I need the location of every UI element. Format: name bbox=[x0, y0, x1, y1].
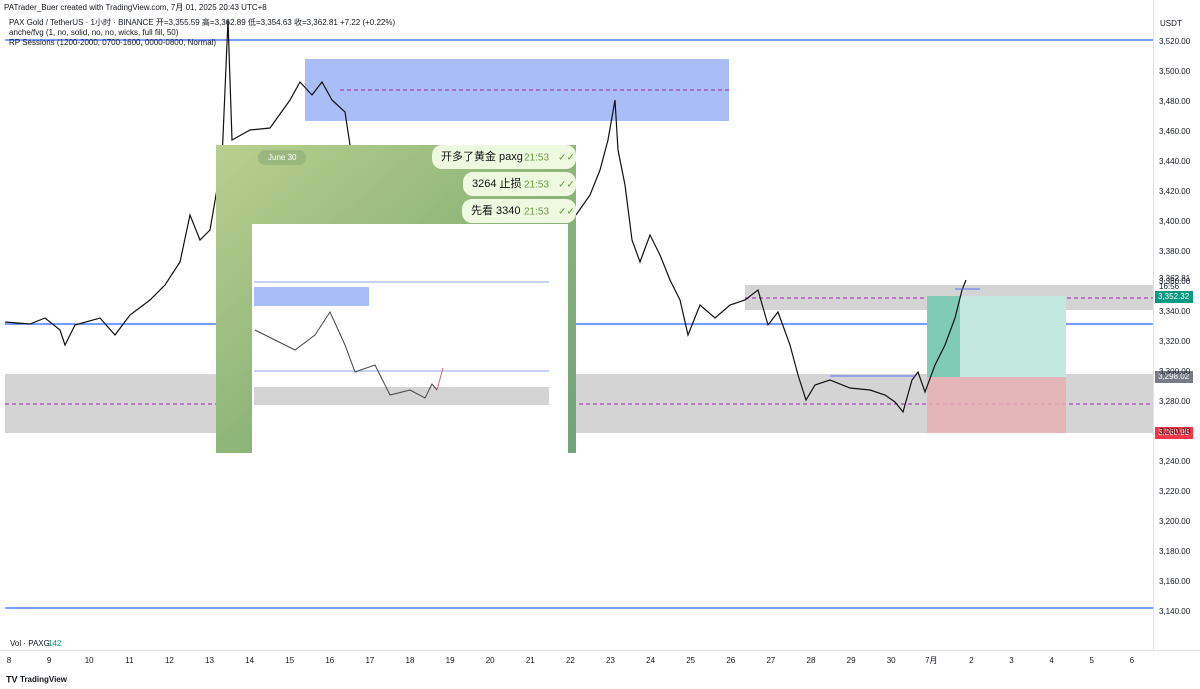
chat-bubble bbox=[463, 172, 576, 196]
time-label: 26 bbox=[726, 656, 735, 665]
time-label: 5 bbox=[1089, 656, 1094, 665]
price-label: 3,380.00 bbox=[1159, 247, 1191, 256]
embedded-fvg bbox=[254, 287, 369, 306]
volume-label: Vol · PAXG bbox=[10, 639, 50, 648]
read-check: ✓✓ bbox=[558, 153, 575, 164]
read-check: ✓✓ bbox=[558, 207, 575, 218]
currency: USDT bbox=[1160, 19, 1182, 28]
time-label: 10 bbox=[85, 656, 94, 665]
price-label: 3,440.00 bbox=[1159, 157, 1191, 166]
price-label: 3,400.00 bbox=[1159, 217, 1191, 226]
time-label: 16 bbox=[325, 656, 334, 665]
chat-bubble bbox=[462, 199, 576, 223]
time-label: 18 bbox=[406, 656, 415, 665]
price-label: 3,260.00 bbox=[1159, 427, 1191, 436]
axis-divider bbox=[1153, 0, 1154, 650]
time-label: 6 bbox=[1130, 656, 1135, 665]
price-label: 3,360.00 bbox=[1159, 277, 1191, 286]
embedded-chart bbox=[252, 224, 568, 453]
price-label: 3,180.00 bbox=[1159, 547, 1191, 556]
current-price: 3,362.81 bbox=[1159, 274, 1191, 283]
price-label: 3,420.00 bbox=[1159, 187, 1191, 196]
price-label: 3,200.00 bbox=[1159, 517, 1191, 526]
price-trace bbox=[4, 19, 351, 347]
stop-marker bbox=[1155, 427, 1193, 439]
stop-zone bbox=[927, 377, 1066, 433]
date-pill bbox=[258, 150, 306, 165]
logo: TV bbox=[6, 674, 18, 684]
price-label: 3,300.00 bbox=[1159, 367, 1191, 376]
time-label: 12 bbox=[165, 656, 174, 665]
price-label: 3,500.00 bbox=[1159, 67, 1191, 76]
price-label: 3,280.00 bbox=[1159, 397, 1191, 406]
chat-message: 3264 止损 bbox=[472, 176, 522, 190]
time-label: 8 bbox=[7, 656, 12, 665]
price-label: 3,240.00 bbox=[1159, 457, 1191, 466]
indicator: anche/fvg (1, no, solid, no, no, wicks, … bbox=[9, 28, 179, 37]
time-label: 21 bbox=[526, 656, 535, 665]
chat-date: June 30 bbox=[268, 153, 297, 162]
time-label: 25 bbox=[686, 656, 695, 665]
stop-price: 3,260.95 bbox=[1158, 428, 1190, 437]
time-label: 15 bbox=[285, 656, 294, 665]
price-label: 3,340.00 bbox=[1159, 307, 1191, 316]
time-label: 14 bbox=[245, 656, 254, 665]
chat-time: 21:53 bbox=[524, 180, 549, 191]
price-label: 3,480.00 bbox=[1159, 97, 1191, 106]
time-label: 20 bbox=[486, 656, 495, 665]
indicator: RP Sessions (1200-2000, 0700-1600, 0000-… bbox=[9, 38, 216, 47]
price-label: 3,320.00 bbox=[1159, 337, 1191, 346]
entry-price: 3,298.02 bbox=[1158, 372, 1190, 381]
time-label: 19 bbox=[446, 656, 455, 665]
price-label: 3,140.00 bbox=[1159, 607, 1191, 616]
entry-marker bbox=[1155, 371, 1193, 383]
time-label: 9 bbox=[47, 656, 52, 665]
embedded-trace bbox=[254, 310, 438, 399]
time-label: 30 bbox=[887, 656, 896, 665]
target-marker bbox=[1155, 291, 1193, 303]
credit: PATrader_Buer created with TradingView.c… bbox=[4, 3, 267, 12]
read-check: ✓✓ bbox=[558, 180, 575, 191]
time-label: 7月 bbox=[925, 656, 937, 665]
embedded-zone bbox=[254, 387, 549, 405]
time-label: 27 bbox=[766, 656, 775, 665]
target-price: 3,352.32 bbox=[1158, 292, 1190, 301]
chat-message: 开多了黄金 paxg bbox=[441, 149, 523, 163]
time-label: 24 bbox=[646, 656, 655, 665]
chat-time: 21:53 bbox=[524, 153, 549, 164]
time-label: 22 bbox=[566, 656, 575, 665]
time-label: 11 bbox=[125, 656, 134, 665]
time-label: 13 bbox=[205, 656, 214, 665]
time-label: 23 bbox=[606, 656, 615, 665]
time-label: 4 bbox=[1049, 656, 1054, 665]
price-label: 3,220.00 bbox=[1159, 487, 1191, 496]
target-zone-filled bbox=[927, 296, 960, 377]
countdown: 16:56 bbox=[1159, 282, 1180, 291]
price-trace bbox=[575, 99, 967, 414]
embedded-projection bbox=[436, 367, 444, 391]
time-label: 28 bbox=[807, 656, 816, 665]
price-label: 3,520.00 bbox=[1159, 37, 1191, 46]
chat-bubble bbox=[432, 145, 576, 169]
price-label: 3,460.00 bbox=[1159, 127, 1191, 136]
footer-brand: TradingView bbox=[20, 675, 68, 684]
time-label: 29 bbox=[847, 656, 856, 665]
symbol-info: PAX Gold / TetherUS · 1小时 · BINANCE 开=3,… bbox=[9, 17, 395, 27]
time-label: 2 bbox=[969, 656, 974, 665]
axis-divider bbox=[0, 650, 1200, 651]
chat-time: 21:53 bbox=[524, 207, 549, 218]
volume-value: 142 bbox=[48, 639, 62, 648]
chat-message: 先看 3340 bbox=[471, 203, 521, 217]
time-label: 17 bbox=[365, 656, 374, 665]
price-label: 3,160.00 bbox=[1159, 577, 1191, 586]
time-label: 3 bbox=[1009, 656, 1014, 665]
